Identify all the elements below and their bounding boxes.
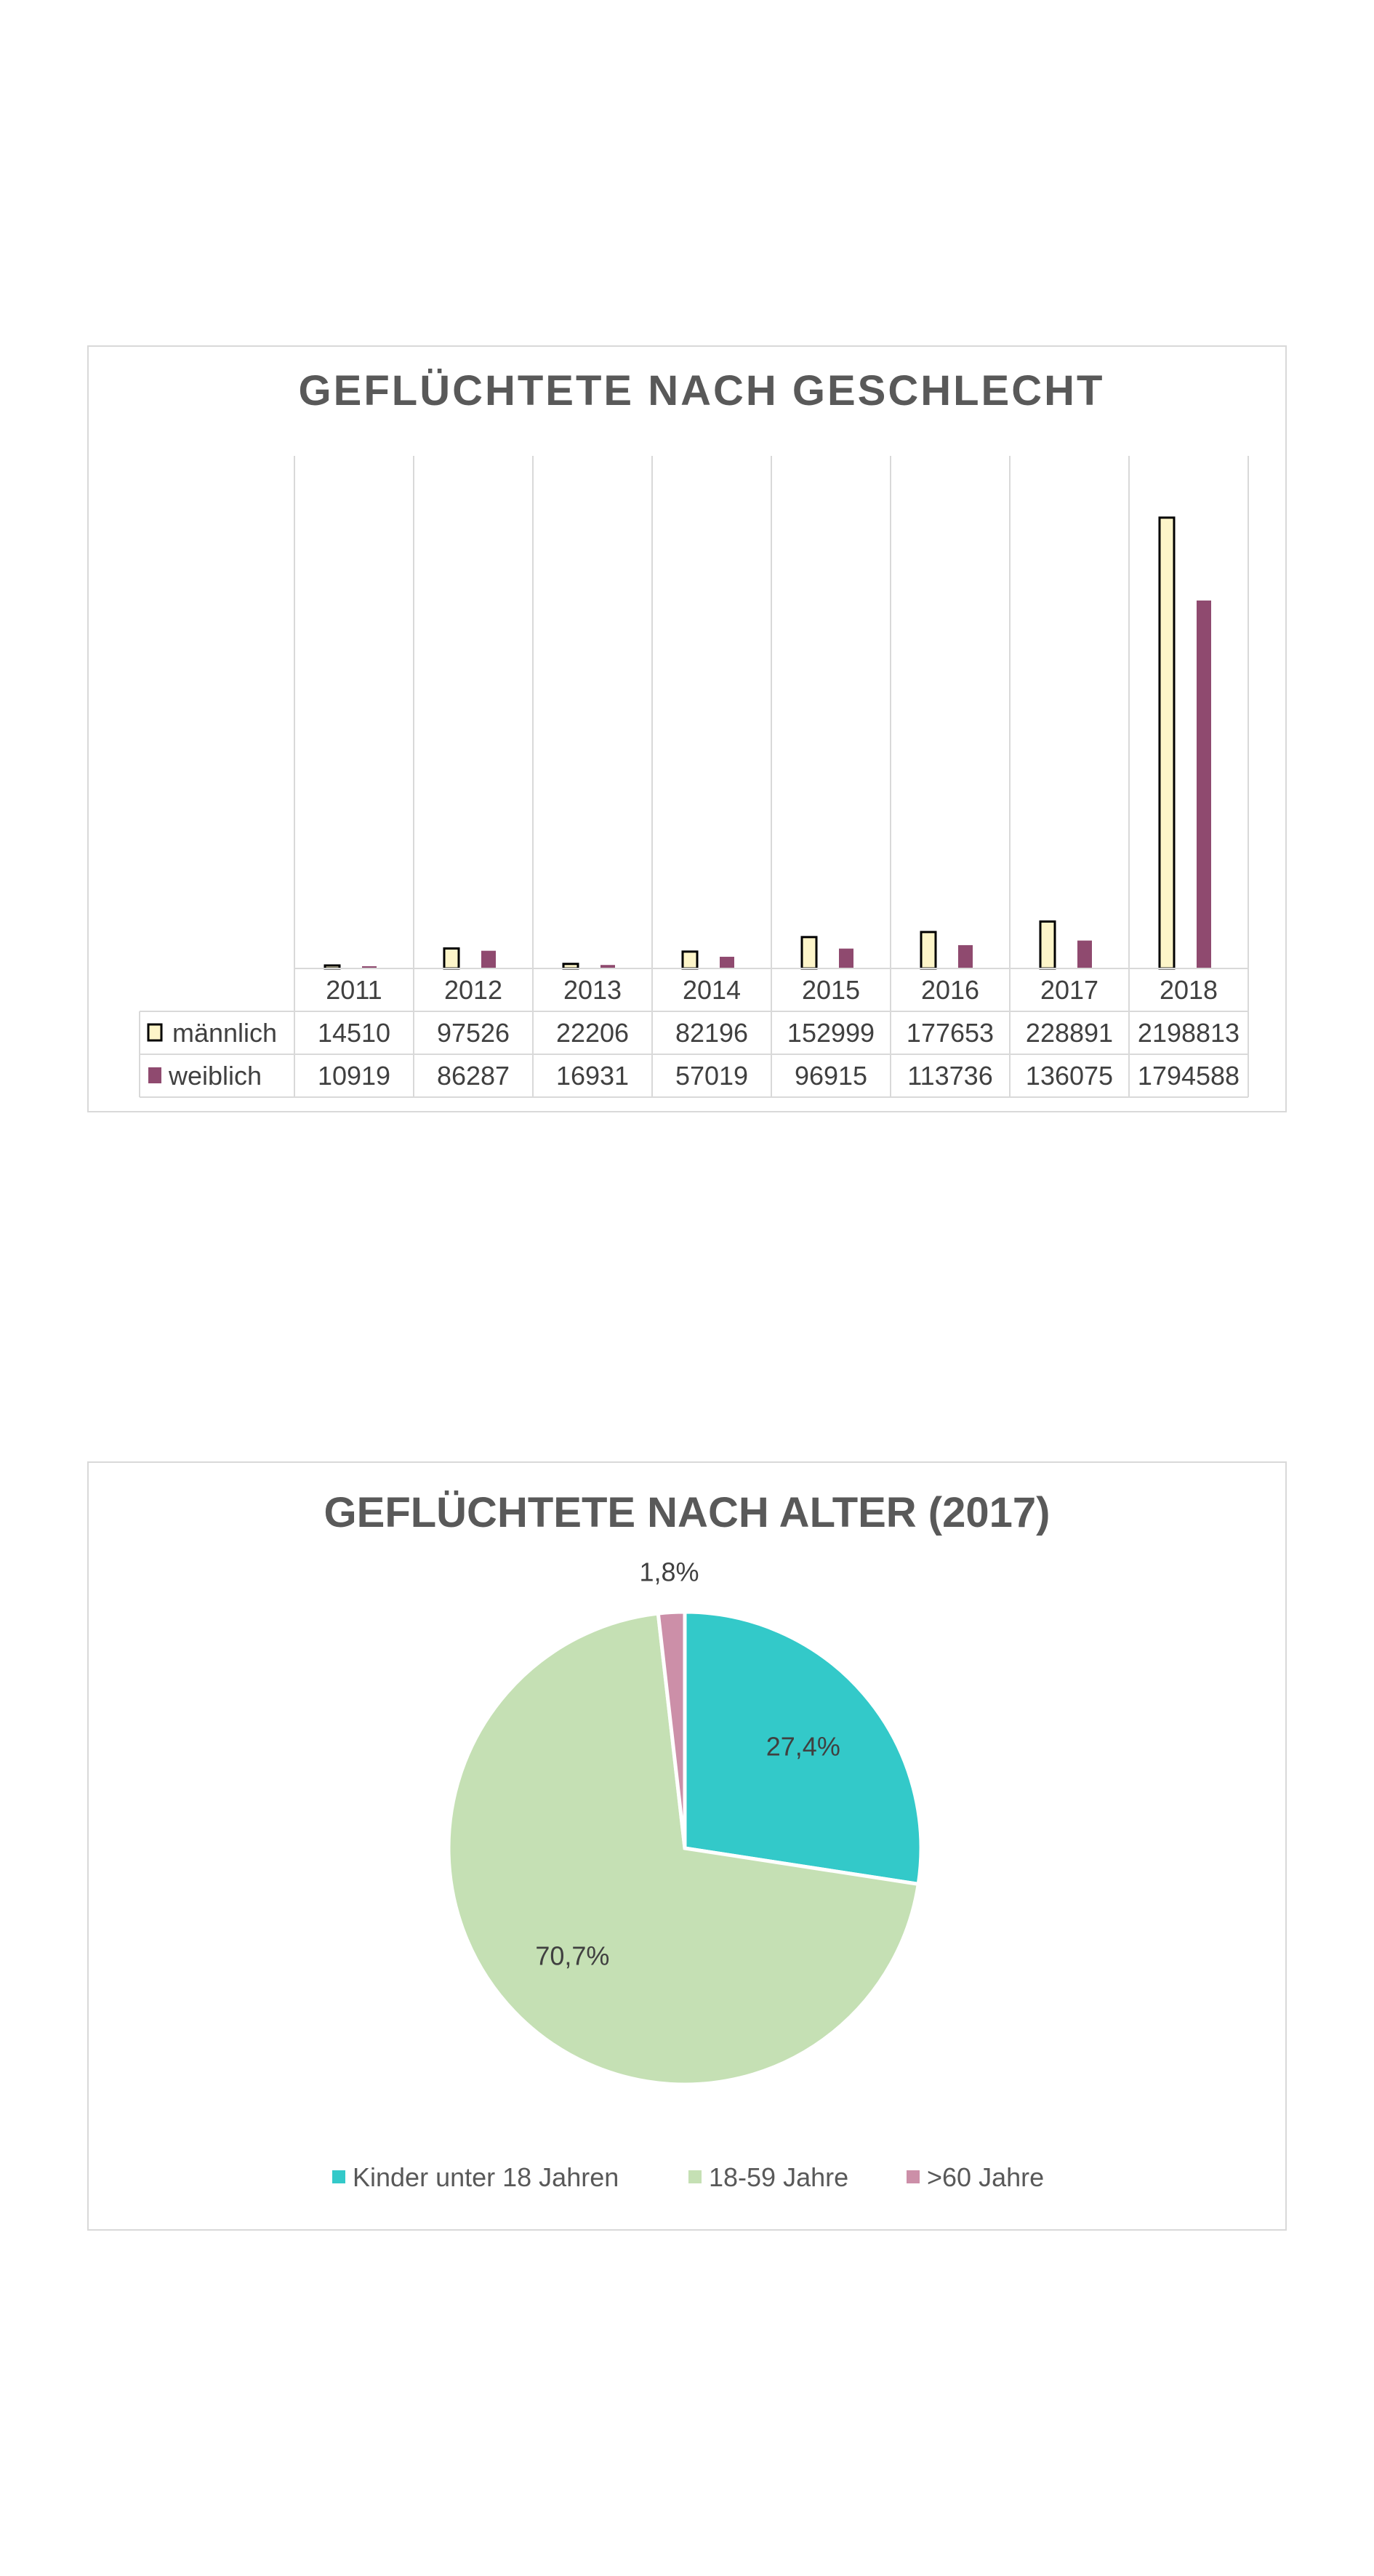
data-label: 16931 — [556, 1061, 629, 1091]
data-label: 27,4% — [766, 1731, 840, 1761]
bar-weiblich — [958, 944, 973, 968]
tick-label: 2011 — [326, 975, 382, 1005]
legend: Kinder unter 18 Jahren 18-59 Jahre >60 Jah… — [332, 2162, 1044, 2192]
bar-maennlich — [1158, 516, 1176, 970]
tick-label: 2014 — [683, 975, 741, 1005]
series-label: männlich — [172, 1018, 277, 1048]
tick-label: 2018 — [1160, 975, 1218, 1005]
data-label: 228891 — [1026, 1018, 1113, 1048]
data-label: 57019 — [675, 1061, 748, 1091]
data-label: 2198813 — [1138, 1018, 1240, 1048]
tick-label: 2013 — [563, 975, 622, 1005]
tick-label: 2017 — [1040, 975, 1098, 1005]
gender-chart: GEFLÜCHTETE NACH GESCHLECHT 2011 2012 2013… — [87, 345, 1287, 1112]
data-table: 2011 2012 2013 2014 2015 2016 2017 2018 männlich… — [139, 968, 1249, 1098]
chart-title: GEFLÜCHTETE NACH GESCHLECHT — [299, 367, 1105, 414]
legend-label: Kinder unter 18 Jahren — [353, 2162, 619, 2192]
bar-weiblich — [1197, 600, 1211, 968]
legend-key — [907, 2170, 920, 2183]
pie-slices — [446, 1610, 923, 2087]
age-chart-svg: GEFLÜCHTETE NACH ALTER (2017) 27,4% 70,7%… — [324, 1489, 1050, 2192]
bar-maennlich — [443, 947, 460, 970]
data-label: 14510 — [318, 1018, 390, 1048]
data-label: 113736 — [907, 1061, 992, 1091]
pie-labels: 27,4% 70,7% 1,8% — [535, 1557, 840, 1970]
data-label: 22206 — [556, 1018, 629, 1048]
bar-weiblich — [720, 956, 734, 968]
legend-label: >60 Jahre — [927, 2162, 1044, 2192]
data-label: 96915 — [795, 1061, 867, 1091]
series-label: weiblich — [168, 1061, 262, 1091]
gender-chart-svg: GEFLÜCHTETE NACH GESCHLECHT 2011 2012 2013… — [139, 367, 1249, 1098]
legend-key — [688, 2170, 702, 2183]
bar-weiblich — [839, 948, 853, 968]
tick-label: 2012 — [444, 975, 502, 1005]
chart-title: GEFLÜCHTETE NACH ALTER (2017) — [324, 1489, 1050, 1536]
bar-weiblich — [1077, 940, 1092, 968]
bar-weiblich — [600, 965, 615, 968]
pie-slice — [683, 1610, 923, 1887]
legend-label: 18-59 Jahre — [709, 2162, 848, 2192]
pie-slice — [656, 1610, 687, 1849]
data-label: 86287 — [437, 1061, 510, 1091]
pie-slice — [446, 1611, 921, 2087]
tick-label: 2015 — [802, 975, 860, 1005]
data-label: 70,7% — [535, 1941, 609, 1971]
bar-weiblich — [362, 966, 377, 968]
bar-maennlich — [800, 936, 818, 970]
data-label: 10919 — [318, 1061, 390, 1091]
grid-lines — [294, 456, 1249, 968]
age-chart: GEFLÜCHTETE NACH ALTER (2017) 27,4% 70,7%… — [87, 1461, 1287, 2231]
data-label: 1,8% — [639, 1557, 699, 1586]
tick-label: 2016 — [921, 975, 979, 1005]
bar-maennlich — [920, 931, 937, 970]
bar-maennlich — [681, 950, 699, 970]
bar-weiblich — [481, 950, 496, 968]
data-label: 177653 — [907, 1018, 994, 1048]
legend-key-weiblich — [148, 1067, 161, 1083]
data-label: 1794588 — [1138, 1061, 1240, 1091]
data-label: 97526 — [437, 1018, 510, 1048]
data-label: 82196 — [675, 1018, 748, 1048]
legend-key — [332, 2170, 345, 2183]
bar-marks — [324, 516, 1211, 970]
data-label: 136075 — [1026, 1061, 1113, 1091]
data-label: 152999 — [787, 1018, 875, 1048]
legend-key-maennlich — [147, 1023, 163, 1042]
bar-maennlich — [1039, 920, 1056, 970]
